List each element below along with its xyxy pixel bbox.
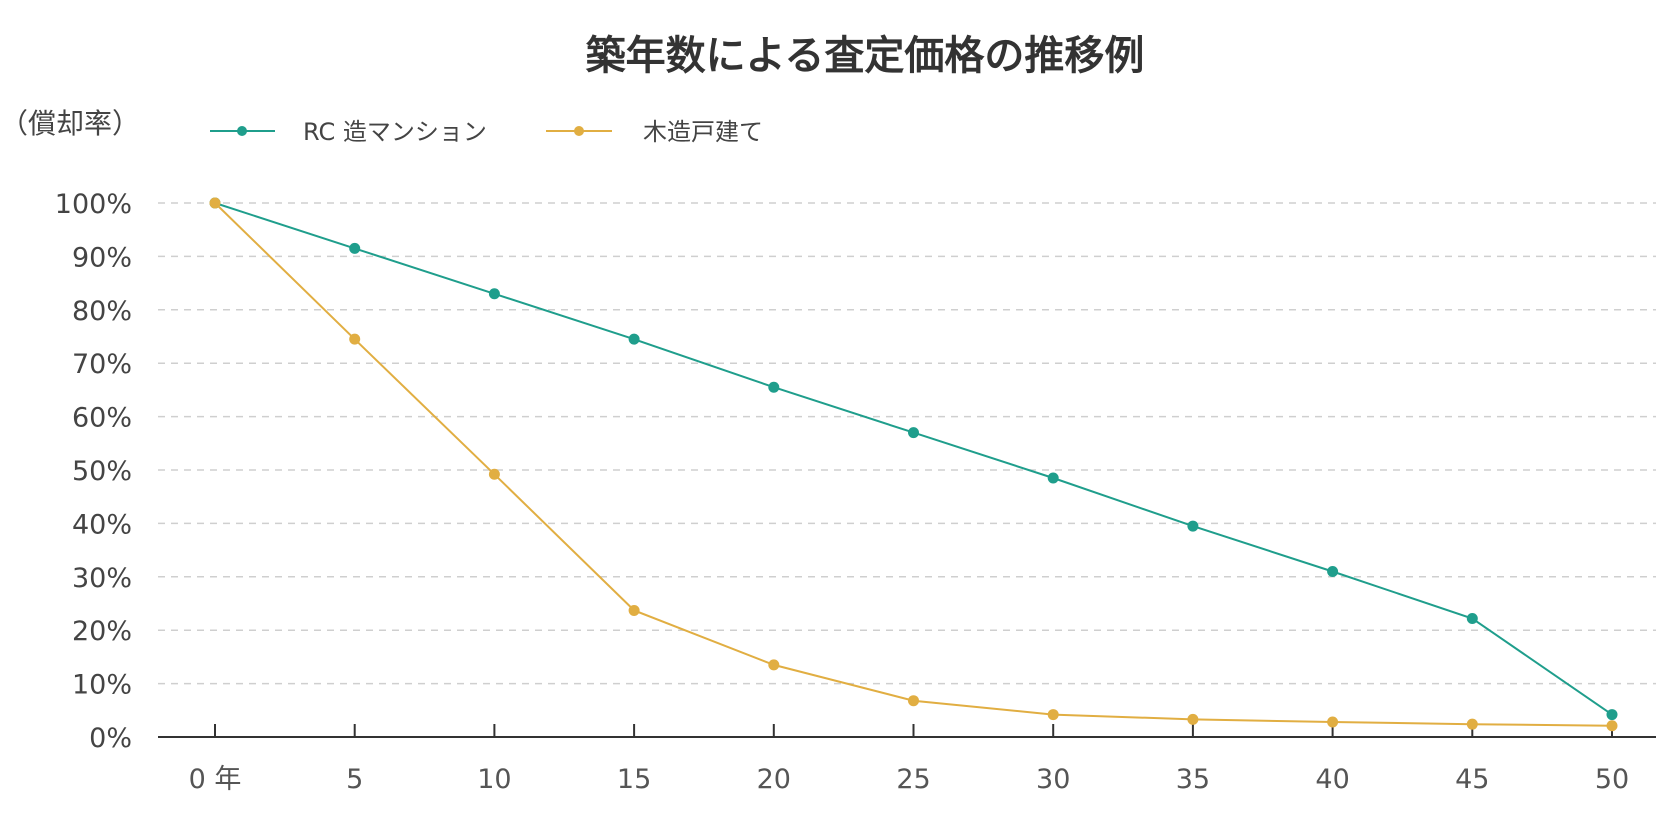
legend-label: 木造戸建て [643, 118, 763, 146]
y-tick-label: 40% [72, 509, 132, 540]
data-point-s1-9 [1466, 718, 1478, 730]
x-tick-label: 35 [1176, 764, 1210, 795]
y-tick-label: 0% [89, 723, 132, 754]
data-point-s1-1 [349, 333, 361, 345]
y-tick-label: 50% [72, 456, 132, 487]
legend: RC 造マンション 木造戸建て [210, 118, 763, 146]
data-point-s0-8 [1327, 565, 1339, 577]
gridlines [158, 202, 1656, 685]
data-point-s0-2 [488, 288, 500, 300]
data-point-s1-2 [488, 468, 500, 480]
legend-swatch-dot [237, 126, 247, 136]
data-point-s1-6 [1047, 709, 1059, 721]
series-line-0 [214, 202, 1613, 716]
data-point-s0-1 [349, 242, 361, 254]
y-axis-label: （償却率） [0, 107, 140, 140]
x-tick-label: 45 [1455, 764, 1489, 795]
data-point-s1-8 [1327, 716, 1339, 728]
data-point-s1-3 [628, 604, 640, 616]
y-tick-label: 100% [55, 189, 132, 220]
x-tick-label: 25 [896, 764, 930, 795]
x-tick-label: 0 年 [189, 764, 242, 795]
data-point-s0-5 [908, 427, 919, 439]
data-point-s0-9 [1466, 612, 1478, 624]
x-tick-label: 50 [1595, 764, 1629, 795]
data-point-s1-5 [908, 695, 919, 707]
data-point-s0-4 [768, 381, 780, 393]
y-tick-label: 90% [72, 242, 132, 273]
y-tick-label: 80% [72, 296, 132, 327]
data-point-s0-3 [628, 333, 640, 345]
series-line-1 [214, 202, 1613, 727]
data-point-s1-10 [1606, 720, 1618, 732]
data-point-s0-7 [1187, 520, 1199, 532]
series [209, 197, 1618, 732]
data-point-s1-7 [1187, 713, 1199, 725]
legend-item-wood: 木造戸建て [546, 118, 763, 146]
x-tick-label: 30 [1036, 764, 1070, 795]
legend-item-rc: RC 造マンション [210, 118, 487, 146]
x-tick-label: 15 [617, 764, 651, 795]
y-tick-label: 60% [72, 403, 132, 434]
legend-label: RC 造マンション [303, 118, 487, 146]
legend-swatch-dot [574, 126, 584, 136]
y-tick-label: 10% [72, 670, 132, 701]
y-axis-ticks: 0% 10% 20% 30% 40% 50% 60% 70% 80% 90% 100% [55, 189, 132, 754]
data-point-s0-10 [1606, 709, 1618, 721]
y-tick-label: 20% [72, 616, 132, 647]
x-axis-ticks: 0 年 5 10 15 20 25 30 35 40 45 50 [189, 724, 1629, 795]
x-tick-label: 20 [757, 764, 791, 795]
data-point-s1-4 [768, 659, 780, 671]
x-tick-label: 5 [346, 764, 363, 795]
data-point-s1-0 [209, 197, 221, 209]
data-point-s0-6 [1047, 472, 1059, 484]
x-tick-label: 40 [1315, 764, 1349, 795]
chart-title: 築年数による査定価格の推移例 [586, 33, 1145, 79]
x-tick-label: 10 [477, 764, 511, 795]
y-tick-label: 30% [72, 563, 132, 594]
y-tick-label: 70% [72, 349, 132, 380]
